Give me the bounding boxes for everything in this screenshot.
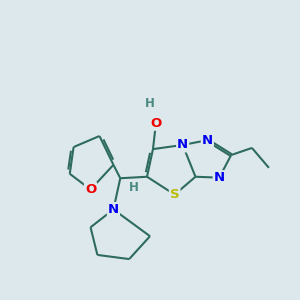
Text: N: N (177, 138, 188, 152)
Text: H: H (129, 181, 139, 194)
Text: N: N (214, 171, 225, 184)
Text: O: O (85, 183, 96, 196)
Text: S: S (170, 188, 179, 201)
Text: H: H (145, 98, 155, 110)
Text: O: O (150, 117, 162, 130)
Text: N: N (108, 203, 119, 216)
Text: N: N (202, 134, 213, 147)
